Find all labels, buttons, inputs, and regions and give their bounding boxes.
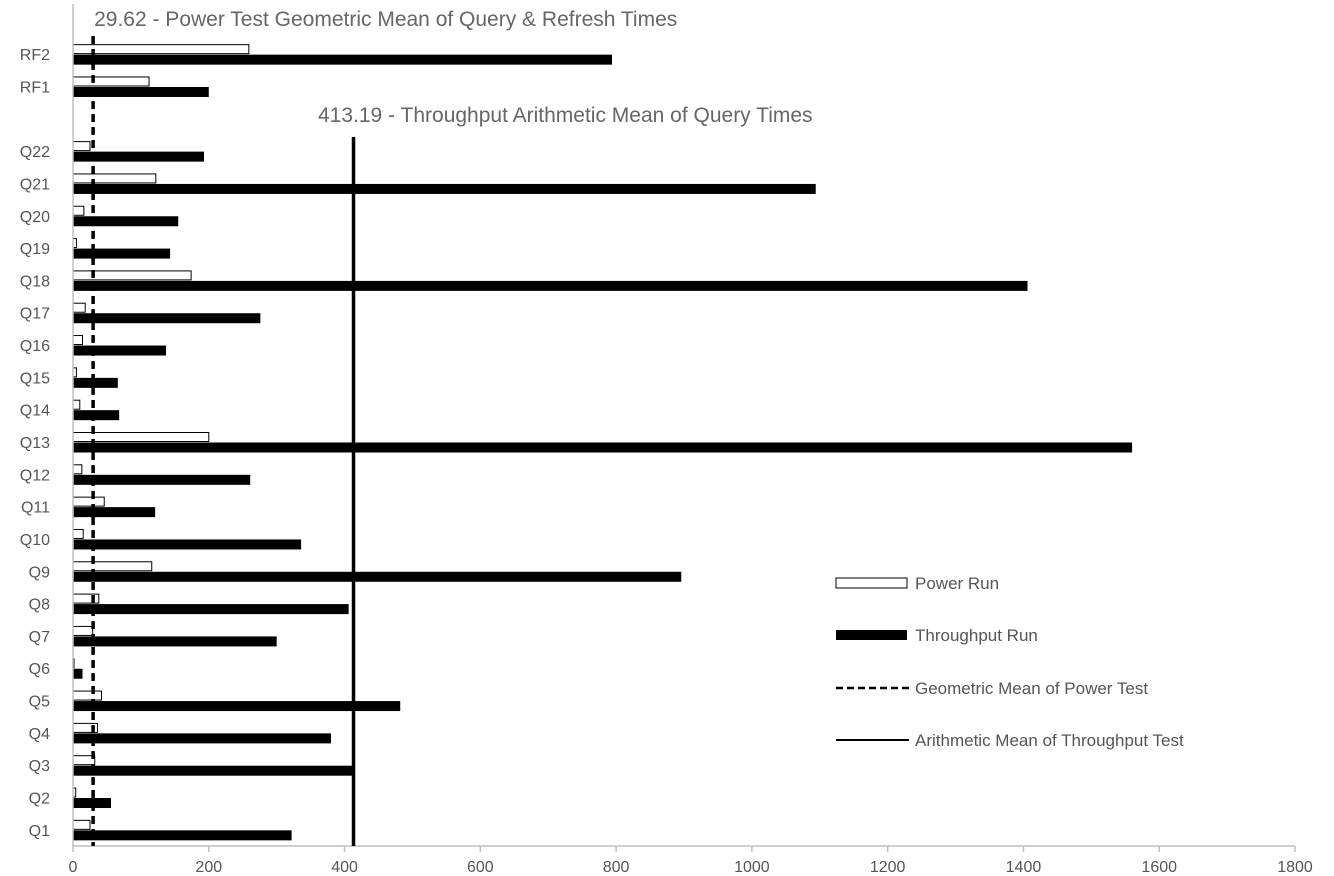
x-tick-label: 800 [603,859,630,876]
throughput-run-bar [73,248,171,259]
throughput-run-bar [73,701,401,712]
throughput-run-bar [73,636,277,647]
power-run-bar [72,399,81,410]
throughput-run-bar [73,733,331,744]
power-run-bar [72,76,150,87]
power-run-bar [72,496,105,507]
throughput-run-bar [73,765,353,776]
bars-layer [72,44,1133,841]
throughput-run-bar [73,377,118,388]
power-run-bar [72,464,83,475]
x-tick-label: 1600 [1141,859,1177,876]
x-tick-label: 600 [467,859,494,876]
power-run-bar [72,205,85,216]
power-run-bar [72,335,84,346]
category-label: Q13 [20,435,50,452]
throughput-run-bar [73,474,251,485]
category-label: Q16 [20,338,50,355]
throughput-run-bar [73,280,1028,291]
throughput-run-bar [73,442,1133,453]
arithmetic-mean-annotation: 413.19 - Throughput Arithmetic Mean of Q… [318,104,813,127]
power-run-bar [72,44,250,55]
legend: Power Run Throughput Run Geometric Mean of… [835,574,1184,750]
throughput-run-bar [73,183,816,194]
x-tick-label: 1800 [1277,859,1313,876]
category-label: Q22 [20,144,50,161]
throughput-run-bar [73,539,302,550]
category-label: Q19 [20,241,50,258]
throughput-run-bar [73,410,120,421]
category-label: Q17 [20,306,50,323]
category-label: Q15 [20,370,50,387]
category-label: Q6 [29,661,50,678]
power-run-bar [72,141,91,152]
power-run-bar [72,302,86,313]
throughput-run-bar [73,313,261,324]
legend-power-run-label: Power Run [915,574,999,593]
category-label: Q7 [29,629,50,646]
category-label: Q10 [20,532,50,549]
legend-power-run-swatch [835,577,908,589]
throughput-run-bar [73,345,167,356]
power-run-bar [72,690,103,701]
throughput-run-bar [73,830,292,841]
x-tick-label: 0 [69,859,78,876]
throughput-run-bar [73,571,682,582]
x-tick-label: 1000 [734,859,770,876]
category-labels: Q1 Q2 Q3 Q4 Q5 Q6 Q7 Q8 Q9 Q10 Q11 Q12 Q13 Q14 Q15 Q16 Q… [20,47,50,840]
category-label: Q14 [20,403,50,420]
power-run-bar [72,561,153,572]
power-run-bar [72,173,157,184]
category-label: RF2 [20,47,50,64]
category-label: Q12 [20,467,50,484]
category-label: Q21 [20,176,50,193]
reference-lines: 29.62 - Power Test Geometric Mean of Que… [91,8,813,846]
legend-geometric-mean-label: Geometric Mean of Power Test [915,679,1148,698]
geometric-mean-annotation: 29.62 - Power Test Geometric Mean of Que… [94,8,677,31]
throughput-run-bar [73,151,205,162]
x-tick-label: 1200 [870,859,906,876]
throughput-run-bar [73,54,613,65]
category-label: Q1 [29,823,50,840]
legend-arithmetic-mean-label: Arithmetic Mean of Throughput Test [915,731,1184,750]
throughput-run-bar [73,216,179,227]
category-label: RF1 [20,79,50,96]
x-axis: 0 200 400 600 800 1000 1200 1400 1600 1800 [69,4,1313,876]
category-label: Q8 [29,597,50,614]
category-label: Q2 [29,791,50,808]
category-label: Q9 [29,564,50,581]
category-label: Q20 [20,209,50,226]
x-tick-label: 200 [195,859,222,876]
throughput-run-bar [73,668,83,679]
category-label: Q18 [20,273,50,290]
category-label: Q4 [29,726,50,743]
throughput-run-bar [73,507,156,518]
throughput-run-bar [73,604,349,615]
category-label: Q5 [29,694,50,711]
x-tick-label: 1400 [1006,859,1042,876]
power-run-bar [72,593,100,604]
legend-throughput-run-label: Throughput Run [915,626,1038,645]
category-label: Q3 [29,758,50,775]
power-run-bar [72,819,91,830]
category-label: Q11 [21,500,50,517]
throughput-run-bar [73,86,209,97]
legend-throughput-run-swatch [836,630,907,640]
x-tick-label: 400 [331,859,358,876]
power-run-bar [72,528,84,539]
power-run-bar [72,625,94,636]
power-run-bar [72,270,192,281]
